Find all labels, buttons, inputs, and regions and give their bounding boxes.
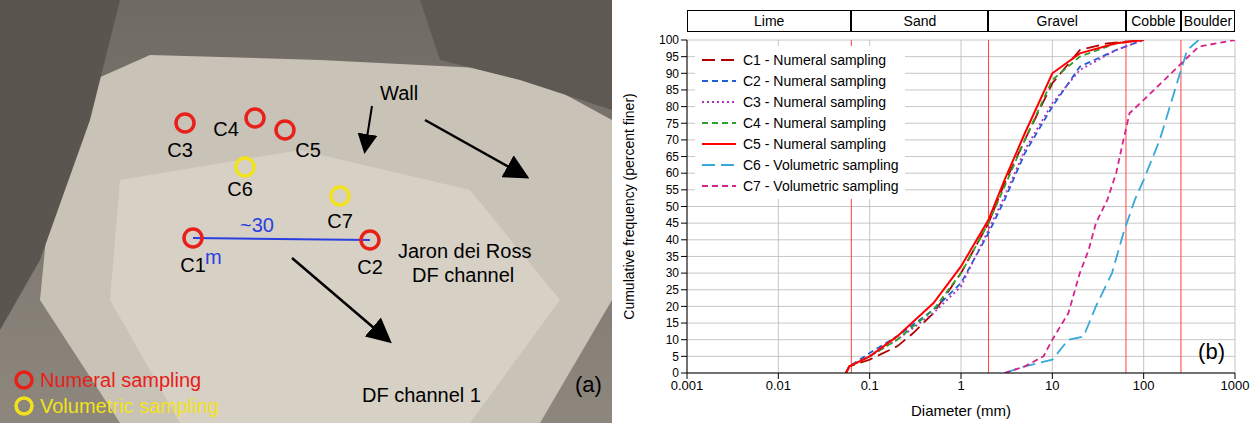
svg-text:Wall: Wall <box>380 82 418 104</box>
svg-text:(a): (a) <box>575 372 602 397</box>
svg-text:C4: C4 <box>213 118 239 140</box>
svg-text:5: 5 <box>672 350 679 364</box>
svg-text:Jaron dei Ross: Jaron dei Ross <box>398 240 531 262</box>
svg-text:m: m <box>205 246 222 268</box>
html-text:C3 - Numeral sampling: C3 - Numeral sampling <box>743 93 887 110</box>
svg-text:90: 90 <box>666 67 680 81</box>
svg-text:C6: C6 <box>227 178 253 200</box>
svg-text:100: 100 <box>1133 378 1155 393</box>
svg-text:C3: C3 <box>167 139 193 161</box>
svg-text:C1: C1 <box>180 254 206 276</box>
svg-text:Diameter (mm): Diameter (mm) <box>911 402 1011 419</box>
html-text:Boulder: Boulder <box>1183 13 1233 29</box>
svg-text:DF channel: DF channel <box>412 264 514 286</box>
svg-text:30: 30 <box>666 266 680 280</box>
svg-text:85: 85 <box>666 83 680 97</box>
html-text:Cobble: Cobble <box>1131 13 1176 29</box>
svg-text:45: 45 <box>666 216 680 230</box>
svg-text:10: 10 <box>666 333 680 347</box>
svg-text:50: 50 <box>666 200 680 214</box>
html-text:Lime: Lime <box>754 13 785 29</box>
svg-text:C7: C7 <box>327 210 353 232</box>
svg-text:Volumetric sampling: Volumetric sampling <box>40 395 219 417</box>
svg-text:Numeral sampling: Numeral sampling <box>40 369 201 391</box>
html-text:(b): (b) <box>1198 339 1225 364</box>
svg-text:1: 1 <box>957 378 964 393</box>
svg-text:80: 80 <box>666 100 680 114</box>
html-text:C1 - Numeral sampling: C1 - Numeral sampling <box>743 51 887 68</box>
svg-text:65: 65 <box>666 150 680 164</box>
svg-text:0.1: 0.1 <box>861 378 879 393</box>
svg-text:35: 35 <box>666 250 680 264</box>
svg-text:100: 100 <box>659 33 679 47</box>
html-text:Gravel: Gravel <box>1036 13 1078 29</box>
svg-text:DF channel 1: DF channel 1 <box>362 384 481 406</box>
html-text:C2 - Numeral sampling: C2 - Numeral sampling <box>743 72 887 89</box>
html-text:C5 - Numeral sampling: C5 - Numeral sampling <box>743 135 887 152</box>
svg-text:~30: ~30 <box>240 214 274 236</box>
svg-text:15: 15 <box>666 316 680 330</box>
svg-text:C5: C5 <box>295 139 321 161</box>
svg-text:70: 70 <box>666 133 680 147</box>
svg-text:20: 20 <box>666 300 680 314</box>
svg-text:C2: C2 <box>357 256 383 278</box>
svg-text:25: 25 <box>666 283 680 297</box>
svg-text:55: 55 <box>666 183 680 197</box>
svg-text:0.01: 0.01 <box>766 378 791 393</box>
svg-text:0.001: 0.001 <box>671 378 704 393</box>
svg-text:40: 40 <box>666 233 680 247</box>
svg-text:0: 0 <box>672 366 679 380</box>
svg-text:1000: 1000 <box>1221 378 1250 393</box>
svg-text:75: 75 <box>666 117 680 131</box>
html-text:C6 - Volumetric sampling: C6 - Volumetric sampling <box>743 156 899 173</box>
svg-text:10: 10 <box>1045 378 1059 393</box>
svg-text:60: 60 <box>666 166 680 180</box>
html-text:C7 - Volumetric sampling: C7 - Volumetric sampling <box>743 177 899 194</box>
html-text:C4 - Numeral sampling: C4 - Numeral sampling <box>743 114 887 131</box>
svg-text:95: 95 <box>666 50 680 64</box>
html-text:Sand: Sand <box>903 13 937 29</box>
svg-text:Cumulative frequency (percent: Cumulative frequency (percent finer) <box>621 93 637 319</box>
